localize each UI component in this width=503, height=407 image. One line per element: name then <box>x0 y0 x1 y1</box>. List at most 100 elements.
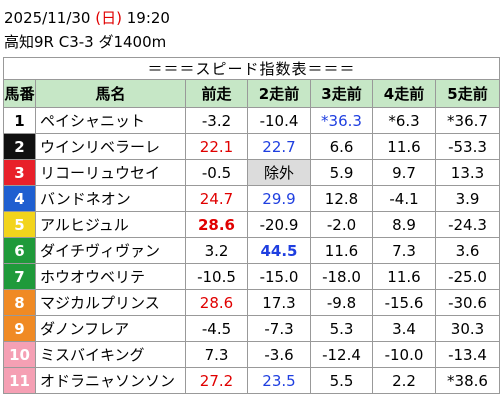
horse-name: リコーリュウセイ <box>35 159 186 186</box>
horse-number: 6 <box>3 237 36 264</box>
speed-index: 5.5 <box>310 367 373 394</box>
horse-row: 5 アルヒジュル 28.6 -20.9 -2.0 8.9 -24.3 <box>3 211 500 238</box>
speed-index: -18.0 <box>310 263 373 290</box>
speed-index: 5.9 <box>310 159 373 186</box>
speed-index: 7.3 <box>372 237 436 264</box>
speed-index: 11.6 <box>372 263 436 290</box>
speed-table: ＝＝＝スピード指数表＝＝＝ 馬番 馬名 前走 2走前 3走前 4走前 5走前 1 ペイシャニッ… <box>3 57 500 394</box>
horse-number: 7 <box>3 263 36 290</box>
speed-index: 29.9 <box>247 185 311 212</box>
horse-row: 9 ダノンフレア -4.5 -7.3 5.3 3.4 30.3 <box>3 315 500 342</box>
horse-name: ミスバイキング <box>35 341 186 368</box>
column-header: 2走前 <box>247 79 311 108</box>
speed-index: 28.6 <box>185 211 248 238</box>
speed-index: -7.3 <box>247 315 311 342</box>
speed-index: *36.7 <box>435 107 500 134</box>
weekday: (日) <box>95 9 122 27</box>
column-header: 4走前 <box>372 79 436 108</box>
speed-index: -30.6 <box>435 289 500 316</box>
speed-index: 17.3 <box>247 289 311 316</box>
speed-index: 8.9 <box>372 211 436 238</box>
speed-index: 3.9 <box>435 185 500 212</box>
column-header: 5走前 <box>435 79 500 108</box>
time: 19:20 <box>126 9 170 27</box>
header-row: 馬番 馬名 前走 2走前 3走前 4走前 5走前 <box>3 79 500 108</box>
speed-index: 7.3 <box>185 341 248 368</box>
horse-number: 8 <box>3 289 36 316</box>
horse-row: 10 ミスバイキング 7.3 -3.6 -12.4 -10.0 -13.4 <box>3 341 500 368</box>
speed-index: 11.6 <box>310 237 373 264</box>
speed-index: *6.3 <box>372 107 436 134</box>
speed-index: -15.6 <box>372 289 436 316</box>
speed-index: 3.4 <box>372 315 436 342</box>
speed-index: 44.5 <box>247 237 311 264</box>
speed-index: 28.6 <box>185 289 248 316</box>
horse-number: 5 <box>3 211 36 238</box>
table-title: ＝＝＝スピード指数表＝＝＝ <box>3 57 500 80</box>
speed-index: -0.5 <box>185 159 248 186</box>
horse-number: 11 <box>3 367 36 394</box>
speed-index: -2.0 <box>310 211 373 238</box>
horse-number: 1 <box>3 107 36 134</box>
horse-number: 10 <box>3 341 36 368</box>
horse-number: 4 <box>3 185 36 212</box>
date-line: 2025/11/30 (日) 19:20 <box>4 7 170 28</box>
speed-index: 24.7 <box>185 185 248 212</box>
horse-name: アルヒジュル <box>35 211 186 238</box>
speed-index: -20.9 <box>247 211 311 238</box>
speed-index: -9.8 <box>310 289 373 316</box>
horse-name: ダノンフレア <box>35 315 186 342</box>
speed-index: -10.0 <box>372 341 436 368</box>
horse-number: 2 <box>3 133 36 160</box>
speed-index: -3.2 <box>185 107 248 134</box>
speed-index: 3.2 <box>185 237 248 264</box>
speed-index: -4.5 <box>185 315 248 342</box>
speed-index: 22.7 <box>247 133 311 160</box>
speed-index: 12.8 <box>310 185 373 212</box>
speed-index: 13.3 <box>435 159 500 186</box>
speed-index: -15.0 <box>247 263 311 290</box>
column-header: 馬番 <box>3 79 36 108</box>
speed-index: 30.3 <box>435 315 500 342</box>
speed-index: 除外 <box>247 159 311 186</box>
speed-index: 9.7 <box>372 159 436 186</box>
speed-index: 22.1 <box>185 133 248 160</box>
horse-name: マジカルプリンス <box>35 289 186 316</box>
speed-index: 5.3 <box>310 315 373 342</box>
horse-row: 2 ウインリベラーレ 22.1 22.7 6.6 11.6 -53.3 <box>3 133 500 160</box>
column-header: 馬名 <box>35 79 186 108</box>
horse-name: バンドネオン <box>35 185 186 212</box>
horse-number: 9 <box>3 315 36 342</box>
date: 2025/11/30 <box>4 9 91 27</box>
horse-name: ホウオウベリテ <box>35 263 186 290</box>
speed-index: 11.6 <box>372 133 436 160</box>
speed-index: -10.5 <box>185 263 248 290</box>
speed-index: -53.3 <box>435 133 500 160</box>
speed-index: -24.3 <box>435 211 500 238</box>
column-header: 3走前 <box>310 79 373 108</box>
speed-index: -25.0 <box>435 263 500 290</box>
speed-index: *38.6 <box>435 367 500 394</box>
horse-number: 3 <box>3 159 36 186</box>
speed-index: 27.2 <box>185 367 248 394</box>
speed-index: *36.3 <box>310 107 373 134</box>
speed-index: -4.1 <box>372 185 436 212</box>
speed-index: 6.6 <box>310 133 373 160</box>
horse-row: 8 マジカルプリンス 28.6 17.3 -9.8 -15.6 -30.6 <box>3 289 500 316</box>
horse-name: ダイチヴィヴァン <box>35 237 186 264</box>
speed-index: 3.6 <box>435 237 500 264</box>
horse-name: ペイシャニット <box>35 107 186 134</box>
horse-row: 1 ペイシャニット -3.2 -10.4 *36.3 *6.3 *36.7 <box>3 107 500 134</box>
speed-index: 23.5 <box>247 367 311 394</box>
horse-row: 4 バンドネオン 24.7 29.9 12.8 -4.1 3.9 <box>3 185 500 212</box>
column-header: 前走 <box>185 79 248 108</box>
speed-index: 2.2 <box>372 367 436 394</box>
horse-row: 7 ホウオウベリテ -10.5 -15.0 -18.0 11.6 -25.0 <box>3 263 500 290</box>
horse-name: オドラニャソンソン <box>35 367 186 394</box>
horse-row: 6 ダイチヴィヴァン 3.2 44.5 11.6 7.3 3.6 <box>3 237 500 264</box>
horse-name: ウインリベラーレ <box>35 133 186 160</box>
speed-index: -12.4 <box>310 341 373 368</box>
horse-row: 11 オドラニャソンソン 27.2 23.5 5.5 2.2 *38.6 <box>3 367 500 394</box>
speed-index: -10.4 <box>247 107 311 134</box>
